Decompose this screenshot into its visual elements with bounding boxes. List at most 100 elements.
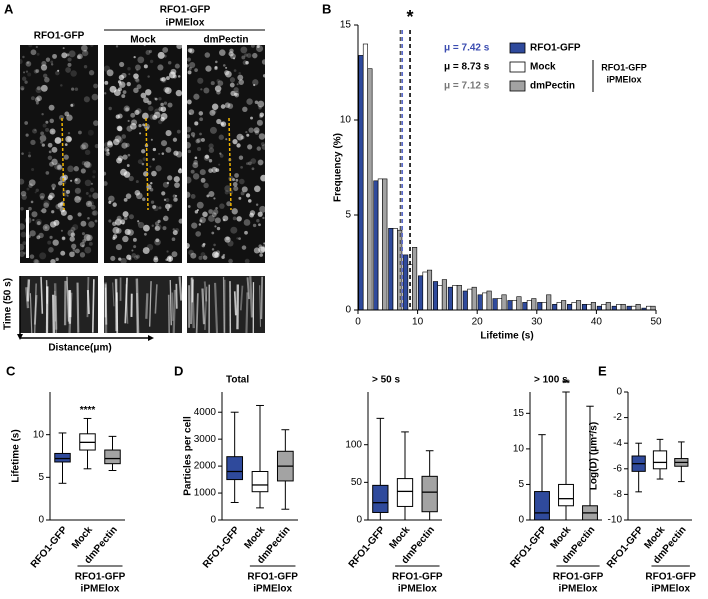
speckle [198,223,202,226]
y-tick-label: 10 [513,444,525,455]
bar [511,300,517,311]
speckle [40,140,43,144]
box [652,450,668,470]
streak [104,284,108,325]
speckle [163,54,167,58]
speckle [34,97,40,103]
speckle [60,84,63,87]
speckle [73,166,79,172]
speckle [260,174,267,182]
speckle [126,164,130,167]
x-tick-label: RFO1-GFP [508,524,549,570]
speckle [155,165,162,172]
speckle [260,246,267,252]
streak [154,284,158,314]
speckle [115,243,123,251]
speckle [65,189,71,194]
speckle [45,120,49,124]
speckle [135,78,140,83]
speckle [219,153,224,158]
speckle [198,111,204,116]
speckle [247,199,252,203]
speckle [122,222,125,225]
speckle [224,185,231,192]
speckle [259,112,264,118]
speckle [49,118,54,124]
speckle [136,84,142,90]
speckle [160,106,167,112]
group-label: iPMElox [606,74,641,84]
bar [422,271,428,311]
speckle [224,102,231,108]
speckle [51,210,55,214]
speckle [65,67,71,73]
speckle [114,135,122,143]
speckle [77,53,83,60]
bar [561,300,567,311]
kymograph [20,276,98,333]
speckle [47,155,53,161]
speckle [106,69,114,77]
axis-label: Lifetime (s) [11,429,22,482]
speckle [85,161,92,169]
speckle [203,182,209,189]
streak [40,276,44,314]
speckle [133,87,139,94]
speckle [34,129,37,132]
speckle [151,224,155,227]
legend-swatch [509,61,526,73]
speckle [155,223,162,231]
speckle [150,200,155,204]
speckle [221,255,225,259]
speckle [251,167,255,171]
trace-line [145,117,149,211]
speckle [229,77,236,83]
speckle [51,146,58,153]
bar [611,305,617,311]
speckle [85,191,89,195]
speckle [108,200,112,204]
bar [467,288,473,311]
legend-swatch [509,42,526,54]
speckle [219,49,226,56]
speckle [213,167,217,171]
streak [145,293,149,319]
speckle [244,53,248,57]
streak [26,279,31,302]
speckle [52,239,59,246]
speckle [165,146,172,153]
speckle [257,100,265,108]
speckle [216,79,220,83]
speckle [124,228,131,235]
streak [67,290,71,324]
bar [620,303,626,311]
speckle [174,197,178,201]
speckle [70,226,76,232]
speckle [125,107,129,112]
speckle [199,117,204,122]
speckle [161,152,165,155]
speckle [208,159,213,163]
speckle [242,106,248,112]
speckle [30,96,35,101]
speckle [138,124,142,128]
speckle [222,215,229,222]
speckle [216,118,222,125]
y-tick-label: 0 [518,515,524,526]
speckle [107,140,113,146]
speckle [248,127,254,133]
bar [552,303,558,311]
speckle [106,148,110,152]
speckle [57,69,60,72]
axis-label: Particles per cell [183,416,194,496]
speckle [239,178,245,185]
speckle [145,89,152,96]
bar [601,303,607,311]
speckle [19,251,25,257]
y-tick-label: 5 [518,479,524,490]
speckle [80,168,86,174]
speckle [21,152,24,155]
speckle [211,231,215,235]
speckle [238,196,242,200]
speckle [55,70,60,76]
